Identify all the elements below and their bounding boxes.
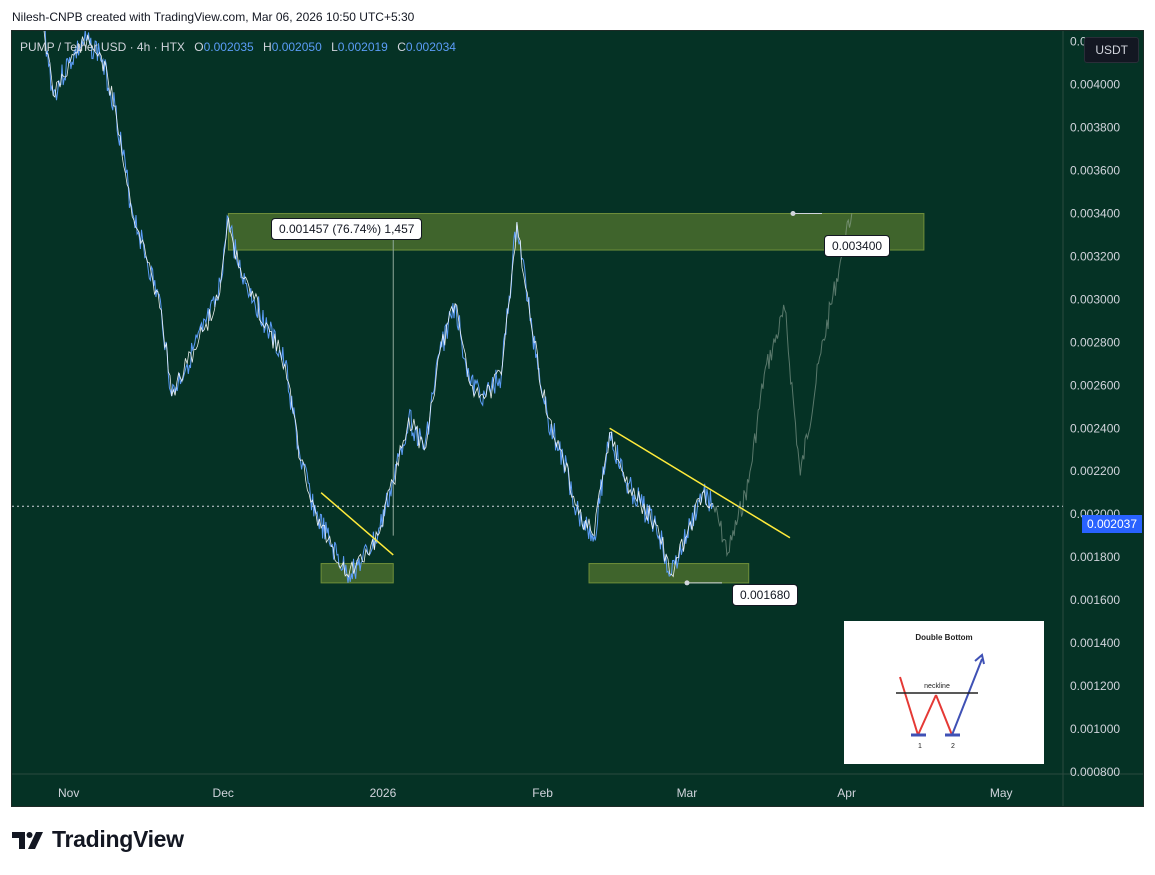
x-tick-label: Feb	[532, 786, 553, 800]
trendline	[320, 492, 394, 556]
x-tick-label: 2026	[370, 786, 397, 800]
inset-title: Double Bottom	[915, 633, 973, 642]
y-tick-label: 0.001200	[1070, 679, 1120, 693]
measurement-label: 0.001457 (76.74%) 1,457	[271, 218, 423, 240]
brand-footer[interactable]: TradingView	[12, 826, 184, 853]
current-price-badge: 0.002037	[1081, 515, 1142, 533]
ohlc-open-key: O	[194, 40, 204, 54]
y-tick-label: 0.001000	[1070, 722, 1120, 736]
y-tick-label: 0.003400	[1070, 207, 1120, 221]
pattern-leg	[917, 694, 937, 736]
symbol-legend[interactable]: PUMP / Tether USD · 4h · HTX O0.002035 H…	[20, 40, 462, 54]
y-tick-label: 0.003000	[1070, 292, 1120, 306]
y-tick-label: 0.002800	[1070, 335, 1120, 349]
y-tick-label: 0.000800	[1070, 765, 1120, 779]
support-anchor	[684, 580, 690, 586]
currency-selector[interactable]: USDT	[1084, 37, 1139, 63]
symbol-title: PUMP / Tether USD · 4h · HTX	[20, 40, 185, 54]
price-series-line	[44, 31, 714, 583]
chart-credit: Nilesh-CNPB created with TradingView.com…	[12, 10, 415, 24]
x-tick-label: May	[990, 786, 1013, 800]
double-bottom-inset: Double Bottom neckline 1 2	[844, 621, 1044, 764]
price-zone	[320, 563, 394, 584]
y-tick-label: 0.001600	[1070, 593, 1120, 607]
y-tick-label: 0.002200	[1070, 464, 1120, 478]
y-tick-label: 0.001800	[1070, 550, 1120, 564]
y-tick-label: 0.004000	[1070, 78, 1120, 92]
y-tick-label: 0.002600	[1070, 378, 1120, 392]
double-bottom-diagram: neckline 1 2	[896, 653, 985, 750]
resistance-price-label: 0.003400	[824, 235, 891, 257]
bottom-label-1: 1	[918, 743, 922, 750]
resistance-anchor	[790, 211, 796, 217]
x-tick-label: Mar	[677, 786, 698, 800]
y-tick-label: 0.003200	[1070, 249, 1120, 263]
x-tick-label: Nov	[58, 786, 79, 800]
projected-price-path	[712, 213, 853, 558]
price-series-highlight	[43, 31, 713, 578]
ohlc-high-value: 0.002050	[271, 40, 322, 54]
x-tick-label: Dec	[213, 786, 234, 800]
ohlc-close-key: C	[397, 40, 406, 54]
bottom-label-2: 2	[951, 743, 955, 750]
chart-frame[interactable]: 0.0042000.0040000.0038000.0036000.003400…	[11, 30, 1144, 807]
ohlc-high-key: H	[263, 40, 272, 54]
pattern-leg	[899, 676, 919, 736]
ohlc-close-value: 0.002034	[405, 40, 456, 54]
brand-name: TradingView	[52, 826, 184, 852]
ohlc-open-value: 0.002035	[203, 40, 254, 54]
y-tick-label: 0.002400	[1070, 421, 1120, 435]
y-tick-label: 0.001400	[1070, 636, 1120, 650]
support-price-label: 0.001680	[732, 584, 799, 606]
breakout-leg	[951, 658, 983, 736]
y-tick-label: 0.003800	[1070, 121, 1120, 135]
ohlc-low-key: L	[331, 40, 338, 54]
pattern-leg	[935, 694, 953, 736]
x-tick-label: Apr	[837, 786, 856, 800]
y-tick-label: 0.003600	[1070, 164, 1120, 178]
trendline	[609, 427, 791, 539]
breakout-arrow-icon	[974, 653, 985, 665]
ohlc-low-value: 0.002019	[337, 40, 388, 54]
neckline-label: neckline	[924, 683, 950, 690]
tradingview-logo-icon	[12, 831, 43, 849]
